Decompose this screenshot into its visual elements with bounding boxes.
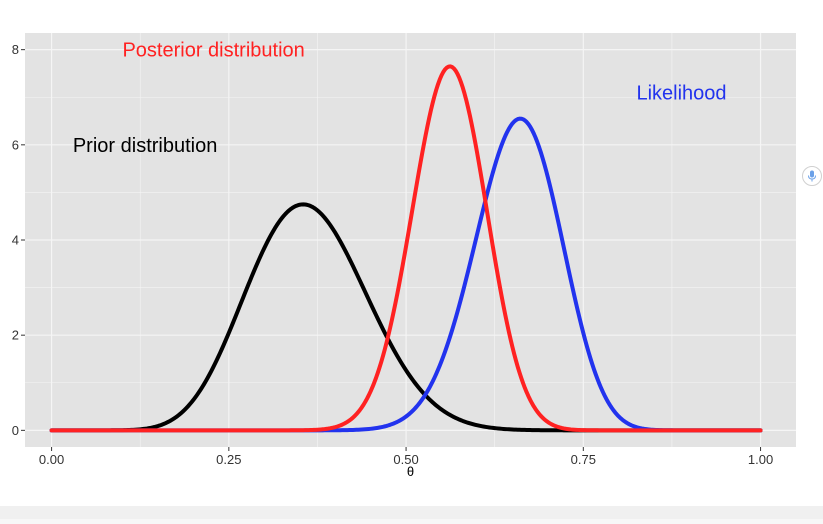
density-curves bbox=[49, 64, 763, 433]
posterior-label: Posterior distribution bbox=[122, 40, 304, 62]
x-axis: 0.00 0.25 0.50 0.75 1.00 bbox=[39, 447, 773, 467]
x-tick-label: 0.50 bbox=[393, 452, 418, 467]
posterior-curve bbox=[49, 64, 763, 433]
y-axis: 0 2 4 6 8 bbox=[12, 42, 25, 438]
x-tick-label: 0.00 bbox=[39, 452, 64, 467]
x-tick-label: 0.75 bbox=[571, 452, 596, 467]
curve-annotations: Posterior distribution Likelihood Prior di… bbox=[73, 40, 727, 157]
y-tick-label: 6 bbox=[12, 137, 19, 152]
window-bottom-edge bbox=[0, 506, 823, 519]
x-axis-label: θ bbox=[407, 464, 414, 479]
x-tick-label: 0.25 bbox=[216, 452, 241, 467]
y-tick-label: 0 bbox=[12, 423, 19, 438]
prior-label: Prior distribution bbox=[73, 135, 218, 157]
y-tick-label: 2 bbox=[12, 328, 19, 343]
y-tick-label: 4 bbox=[12, 233, 19, 248]
y-tick-label: 8 bbox=[12, 42, 19, 57]
x-tick-label: 1.00 bbox=[748, 452, 773, 467]
likelihood-label: Likelihood bbox=[636, 82, 726, 104]
microphone-icon[interactable] bbox=[802, 166, 822, 186]
